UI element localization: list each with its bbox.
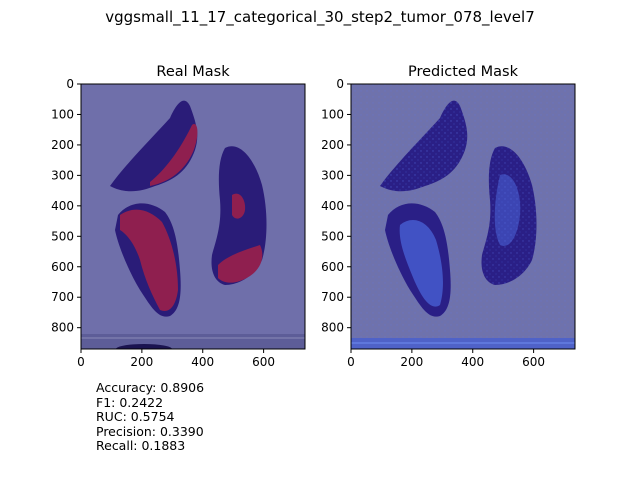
predicted-y-tick-label: 400	[321, 199, 344, 213]
predicted-x-tick-label: 400	[461, 355, 484, 369]
metric-precision: Precision: 0.3390	[96, 423, 204, 439]
real-y-tick-label: 500	[51, 229, 74, 243]
predicted-mask-title: Predicted Mask	[408, 64, 519, 80]
real-y-tick-label: 0	[66, 77, 74, 91]
predicted-y-tick-label: 100	[321, 107, 344, 121]
real-mask-frame	[80, 83, 306, 350]
real-mask-panel: Real Mask 0 200 400 600 0 100 200 300 400 500 600 7…	[51, 64, 306, 369]
predicted-y-tick-label: 500	[321, 229, 344, 243]
real-y-tick-label: 300	[51, 168, 74, 182]
real-x-tick-label: 600	[252, 355, 275, 369]
predicted-y-tick-label: 800	[321, 321, 344, 335]
figure-title: vggsmall_11_17_categorical_30_step2_tumo…	[105, 8, 535, 26]
real-mask-title: Real Mask	[156, 64, 230, 80]
predicted-y-tick-label: 200	[321, 138, 344, 152]
metric-f1: F1: 0.2422	[96, 394, 164, 410]
predicted-mask-frame	[350, 83, 576, 350]
real-y-tick-label: 400	[51, 199, 74, 213]
real-mask-axes: 0 200 400 600 0 100 200 300 400 500 600 700 800	[51, 77, 275, 369]
metric-ruc: RUC: 0.5754	[96, 409, 175, 425]
real-x-tick-label: 400	[191, 355, 214, 369]
real-y-tick-label: 200	[51, 138, 74, 152]
predicted-y-tick-label: 700	[321, 290, 344, 304]
predicted-y-tick-label: 0	[336, 77, 344, 91]
predicted-y-tick-label: 300	[321, 168, 344, 182]
predicted-mask-panel: Predicted Mask 0 200 400 600 0 100 200 300 400 50…	[321, 64, 576, 369]
predicted-x-tick-label: 600	[522, 355, 545, 369]
predicted-x-tick-label: 200	[400, 355, 423, 369]
real-y-tick-label: 700	[51, 290, 74, 304]
metric-accuracy: Accuracy: 0.8906	[96, 380, 205, 395]
real-mask-image	[81, 84, 305, 349]
predicted-y-tick-label: 600	[321, 260, 344, 274]
real-y-tick-label: 100	[51, 107, 74, 121]
real-x-tick-label: 0	[77, 355, 85, 369]
predicted-mask-axes: 0 200 400 600 0 100 200 300 400 500 600 700 800	[321, 77, 545, 369]
predicted-mask-image	[351, 84, 575, 349]
real-x-tick-label: 200	[130, 355, 153, 369]
metrics-block: Accuracy: 0.8906 F1: 0.2422 RUC: 0.5754 Pre…	[96, 380, 205, 454]
predicted-x-tick-label: 0	[347, 355, 355, 369]
metric-recall: Recall: 0.1883	[96, 438, 186, 454]
real-y-tick-label: 600	[51, 260, 74, 274]
real-y-tick-label: 800	[51, 321, 74, 335]
